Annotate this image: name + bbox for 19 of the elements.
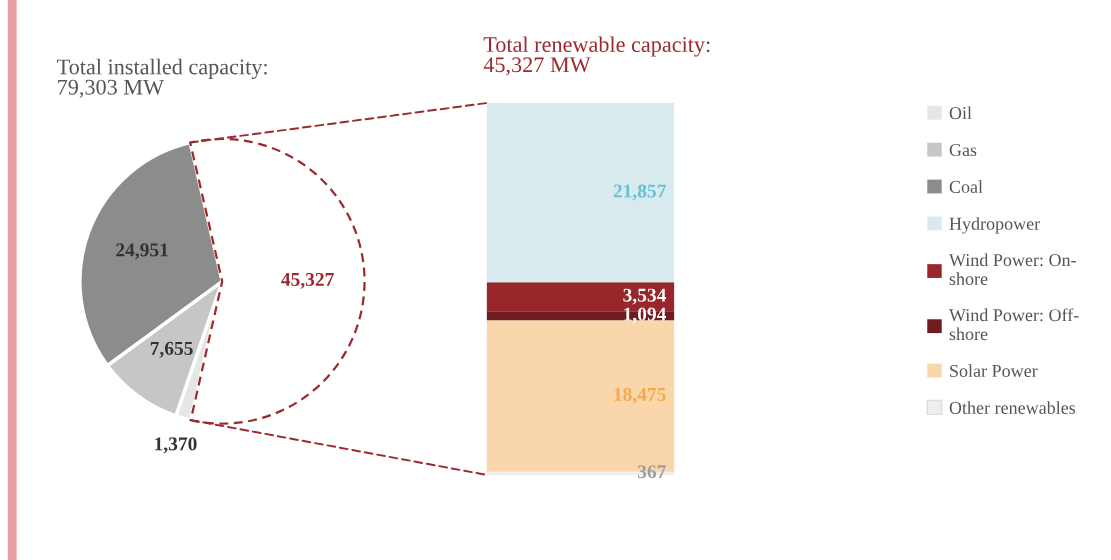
legend-label: Coal xyxy=(949,180,983,193)
text: Wind Power: On-shore xyxy=(948,253,1076,286)
data-label: 1,094 xyxy=(624,307,667,324)
legend-label: Solar Power xyxy=(950,364,1038,378)
data-label: 18,475 xyxy=(614,387,666,404)
legend-label: Gas xyxy=(949,143,977,157)
data-label: 45,327 xyxy=(281,272,334,289)
chart-title: Total renewable capacity: 45,327 MW xyxy=(483,36,710,76)
legend-label: Oil xyxy=(949,106,972,120)
data-label: 21,857 xyxy=(613,184,666,201)
data-label: 24,951 xyxy=(116,243,168,260)
data-label: 7,655 xyxy=(150,341,193,358)
legend-label: Wind Power: Off-shore xyxy=(948,308,1079,341)
data-label: 1,370 xyxy=(155,437,197,454)
data-label: 3,534 xyxy=(623,288,667,305)
text: Hydropower xyxy=(949,217,1041,234)
legend-label: Other renewables xyxy=(949,401,1076,414)
chart-title: Total installed capacity: 79,303 MW xyxy=(57,58,267,98)
bar xyxy=(486,103,675,283)
